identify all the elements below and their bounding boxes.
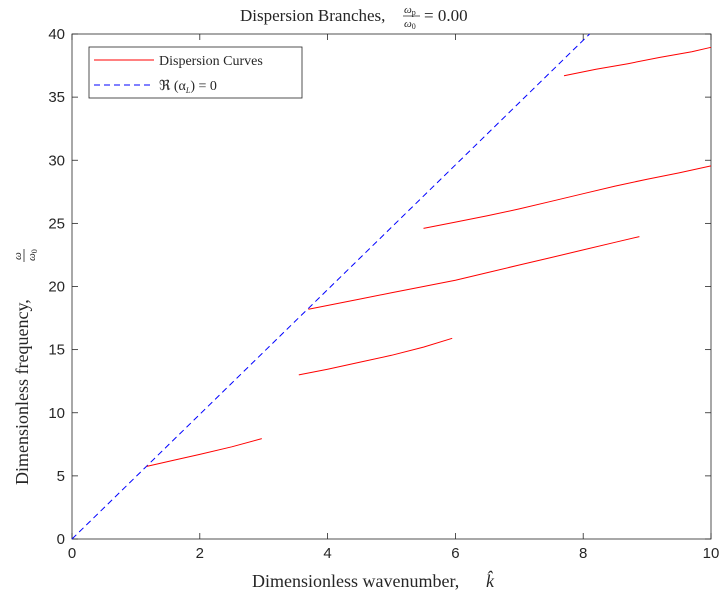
xlabel-symbol: k̂ — [486, 570, 495, 591]
y-tick-label: 10 — [48, 405, 65, 422]
legend-item-dispersion-curves: Dispersion Curves — [94, 54, 263, 69]
ylabel-frac-numerator: ω — [12, 252, 24, 260]
legend-item-real-alpha: ℜ (αL) = 0 — [94, 79, 217, 95]
y-tick-label: 25 — [48, 215, 65, 232]
dispersion-branch-5 — [563, 46, 712, 77]
x-tick-label: 0 — [68, 545, 76, 562]
plot-area: 0 2 4 6 8 10 0 5 10 15 20 25 30 35 40 — [48, 26, 719, 562]
dispersion-branch-2 — [298, 337, 453, 376]
y-tick-label: 15 — [48, 342, 65, 359]
dispersion-branch-4 — [423, 165, 712, 229]
title-frac-numerator: ωp — [404, 4, 416, 17]
legend-label-dispersion-curves: Dispersion Curves — [159, 54, 263, 69]
x-axis-ticks: 0 2 4 6 8 10 — [68, 34, 720, 562]
legend-label-real-alpha: ℜ (αL) = 0 — [159, 79, 217, 95]
ylabel-fraction: ω ω0 — [12, 249, 39, 262]
title-suffix: = 0.00 — [424, 6, 468, 25]
title-fraction: ωp ω0 — [403, 4, 420, 31]
y-tick-label: 0 — [57, 531, 65, 548]
dispersion-branch-3 — [308, 236, 640, 310]
ylabel-frac-denominator: ω0 — [26, 249, 39, 261]
ylabel-prefix: Dimensionless frequency, — [12, 299, 32, 485]
y-tick-label: 40 — [48, 26, 65, 43]
y-tick-label: 35 — [48, 89, 65, 106]
xlabel-prefix: Dimensionless wavenumber, — [252, 571, 459, 591]
x-tick-label: 10 — [703, 545, 720, 562]
dispersion-branch-1 — [146, 438, 262, 467]
series-layer — [71, 33, 712, 540]
title-prefix: Dispersion Branches, — [240, 6, 385, 25]
y-tick-label: 5 — [57, 468, 65, 485]
y-axis-label: Dimensionless frequency, ω ω0 — [12, 249, 39, 485]
reference-line-real-alpha — [71, 33, 590, 540]
chart-title: Dispersion Branches, ωp ω0 = 0.00 — [240, 4, 468, 31]
x-tick-label: 6 — [451, 545, 459, 562]
x-axis-label: Dimensionless wavenumber, k̂ — [252, 570, 495, 591]
y-tick-label: 30 — [48, 152, 65, 169]
x-tick-label: 2 — [196, 545, 204, 562]
x-tick-label: 8 — [579, 545, 587, 562]
x-tick-label: 4 — [323, 545, 331, 562]
plot-frame — [71, 33, 712, 540]
legend: Dispersion Curves ℜ (αL) = 0 — [88, 46, 303, 99]
y-tick-label: 20 — [48, 279, 65, 296]
y-axis-ticks: 0 5 10 15 20 25 30 35 40 — [48, 26, 711, 548]
title-frac-denominator: ω0 — [404, 18, 416, 31]
legend-box — [88, 46, 303, 99]
